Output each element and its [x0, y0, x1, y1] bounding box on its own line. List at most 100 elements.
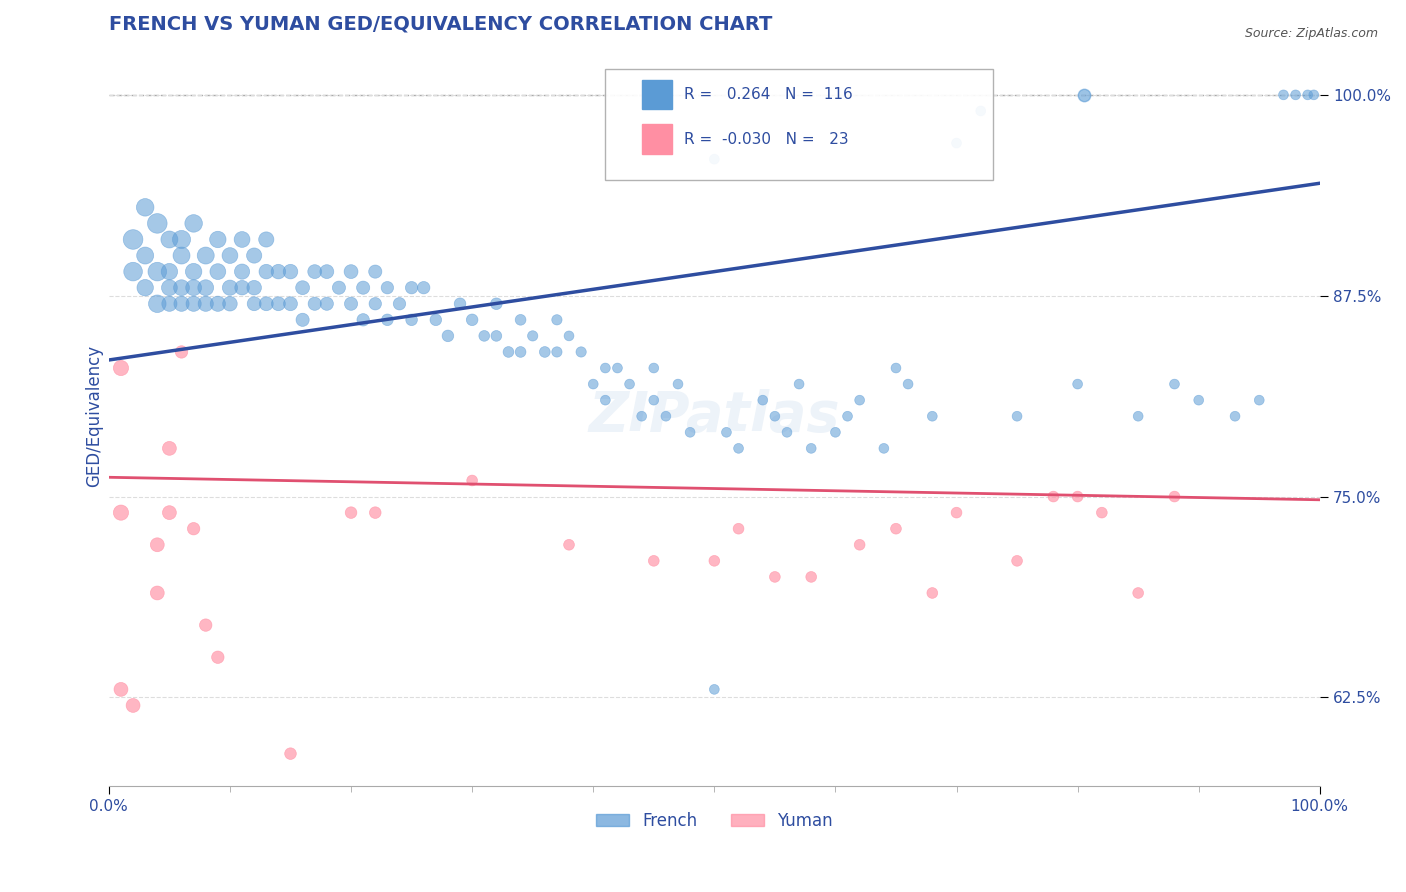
- Point: [194, 281, 217, 295]
- Point: [352, 313, 374, 327]
- Point: [194, 248, 217, 262]
- Point: [183, 522, 205, 536]
- Point: [752, 393, 775, 408]
- Point: [619, 377, 641, 392]
- Point: [1302, 87, 1324, 102]
- Point: [254, 232, 277, 246]
- Point: [1128, 409, 1150, 424]
- Point: [157, 281, 180, 295]
- FancyBboxPatch shape: [641, 124, 672, 153]
- Point: [243, 248, 266, 262]
- Point: [643, 554, 665, 568]
- FancyBboxPatch shape: [641, 80, 672, 110]
- Point: [315, 265, 337, 279]
- Text: R =   0.264   N =  116: R = 0.264 N = 116: [685, 87, 853, 103]
- Point: [110, 506, 132, 520]
- Point: [219, 281, 242, 295]
- Point: [110, 682, 132, 697]
- Point: [146, 586, 169, 600]
- Point: [134, 200, 156, 214]
- Point: [267, 265, 290, 279]
- Point: [388, 297, 411, 311]
- Point: [485, 329, 508, 343]
- Point: [412, 281, 434, 295]
- Point: [122, 265, 145, 279]
- Point: [304, 297, 326, 311]
- Point: [194, 297, 217, 311]
- Point: [643, 393, 665, 408]
- Point: [533, 345, 555, 359]
- Point: [146, 216, 169, 230]
- Point: [1073, 192, 1095, 206]
- Text: FRENCH VS YUMAN GED/EQUIVALENCY CORRELATION CHART: FRENCH VS YUMAN GED/EQUIVALENCY CORRELAT…: [108, 15, 772, 34]
- Text: ZIPatlas: ZIPatlas: [589, 389, 839, 443]
- Point: [254, 265, 277, 279]
- Point: [183, 265, 205, 279]
- Point: [377, 281, 399, 295]
- Text: Source: ZipAtlas.com: Source: ZipAtlas.com: [1244, 27, 1378, 40]
- Point: [727, 442, 749, 456]
- Point: [1066, 490, 1088, 504]
- Point: [157, 232, 180, 246]
- Point: [727, 522, 749, 536]
- Point: [643, 361, 665, 376]
- Point: [897, 377, 920, 392]
- Point: [377, 313, 399, 327]
- Point: [219, 248, 242, 262]
- Point: [884, 361, 907, 376]
- Point: [183, 297, 205, 311]
- Point: [183, 281, 205, 295]
- Point: [595, 361, 617, 376]
- Point: [461, 313, 484, 327]
- Point: [558, 329, 581, 343]
- Point: [122, 232, 145, 246]
- Point: [134, 248, 156, 262]
- Point: [630, 409, 652, 424]
- Point: [315, 297, 337, 311]
- Point: [280, 265, 302, 279]
- Point: [146, 297, 169, 311]
- Point: [364, 265, 387, 279]
- Point: [340, 297, 363, 311]
- Point: [207, 650, 229, 665]
- Point: [183, 216, 205, 230]
- Point: [1272, 87, 1295, 102]
- Point: [291, 281, 314, 295]
- Point: [1296, 87, 1319, 102]
- Point: [763, 409, 786, 424]
- Point: [921, 409, 943, 424]
- Point: [170, 248, 193, 262]
- Point: [970, 103, 993, 118]
- Point: [254, 297, 277, 311]
- Point: [401, 313, 423, 327]
- Point: [1188, 393, 1211, 408]
- Point: [207, 297, 229, 311]
- Point: [170, 232, 193, 246]
- Point: [716, 425, 738, 440]
- Point: [582, 377, 605, 392]
- Point: [1042, 490, 1064, 504]
- Point: [352, 281, 374, 295]
- Point: [703, 152, 725, 166]
- Point: [280, 747, 302, 761]
- Point: [134, 281, 156, 295]
- Point: [267, 297, 290, 311]
- Point: [194, 618, 217, 632]
- Y-axis label: GED/Equivalency: GED/Equivalency: [86, 345, 103, 487]
- Point: [703, 682, 725, 697]
- Point: [461, 474, 484, 488]
- Point: [787, 377, 810, 392]
- Point: [1249, 393, 1271, 408]
- Point: [401, 281, 423, 295]
- Point: [595, 393, 617, 408]
- Point: [146, 538, 169, 552]
- Point: [157, 265, 180, 279]
- Point: [485, 297, 508, 311]
- Point: [837, 409, 859, 424]
- Point: [157, 297, 180, 311]
- Point: [1128, 586, 1150, 600]
- Point: [679, 425, 702, 440]
- Point: [848, 393, 870, 408]
- Point: [509, 345, 531, 359]
- Point: [800, 442, 823, 456]
